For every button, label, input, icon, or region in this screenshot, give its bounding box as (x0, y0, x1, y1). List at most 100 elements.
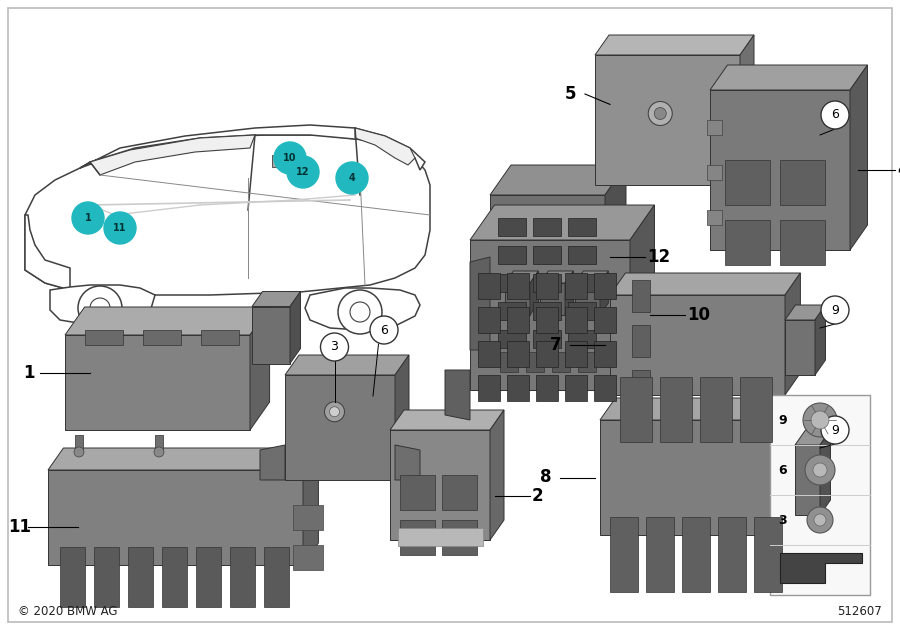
Bar (128, 547, 153, 607)
Polygon shape (610, 295, 785, 395)
Polygon shape (25, 135, 430, 295)
Bar (754, 517, 782, 592)
Bar (526, 352, 544, 372)
Bar (536, 273, 558, 299)
Circle shape (821, 416, 849, 444)
Bar (682, 517, 710, 592)
Bar (565, 375, 587, 401)
Polygon shape (595, 55, 740, 185)
Bar (632, 370, 650, 402)
Bar (60, 547, 85, 607)
Circle shape (320, 333, 348, 361)
Circle shape (287, 156, 319, 188)
Bar (498, 330, 526, 348)
Bar (594, 273, 616, 299)
Text: 9: 9 (778, 413, 787, 427)
Polygon shape (795, 430, 831, 445)
Bar (565, 273, 587, 299)
Polygon shape (630, 205, 654, 390)
Bar (718, 517, 746, 592)
Polygon shape (490, 165, 626, 195)
Bar (725, 220, 770, 265)
Text: 2: 2 (532, 487, 544, 505)
Circle shape (104, 212, 136, 244)
Polygon shape (740, 35, 754, 185)
Circle shape (78, 286, 122, 330)
Polygon shape (65, 335, 250, 430)
Circle shape (154, 447, 164, 457)
Polygon shape (25, 215, 70, 290)
Bar (568, 218, 596, 236)
Text: 12: 12 (647, 248, 670, 266)
Polygon shape (90, 135, 255, 175)
Polygon shape (390, 410, 504, 430)
Bar (293, 505, 323, 530)
Bar (230, 547, 255, 607)
Circle shape (338, 290, 382, 334)
Circle shape (370, 316, 398, 344)
Bar (610, 517, 638, 592)
Text: 4: 4 (897, 161, 900, 179)
Text: 9: 9 (831, 423, 839, 437)
Bar (578, 352, 596, 372)
Polygon shape (355, 128, 415, 165)
Polygon shape (470, 240, 630, 390)
Bar (398, 528, 483, 546)
Circle shape (811, 411, 829, 429)
Bar (87, 208, 99, 216)
Polygon shape (290, 292, 301, 364)
Polygon shape (600, 271, 608, 315)
Text: © 2020 BMW AG: © 2020 BMW AG (18, 605, 118, 618)
Bar (568, 274, 596, 292)
Polygon shape (540, 283, 565, 315)
Bar (533, 246, 561, 264)
Bar (498, 274, 526, 292)
Polygon shape (395, 355, 409, 480)
Circle shape (648, 101, 672, 125)
Bar (478, 307, 500, 333)
Polygon shape (785, 273, 800, 395)
Polygon shape (490, 410, 504, 540)
Circle shape (807, 507, 833, 533)
Polygon shape (540, 271, 573, 283)
Bar (201, 330, 239, 345)
Bar (565, 341, 587, 367)
Bar (507, 375, 529, 401)
Bar (500, 352, 518, 372)
Bar (272, 155, 290, 167)
Polygon shape (820, 430, 831, 515)
Circle shape (329, 407, 339, 417)
Bar (594, 307, 616, 333)
Bar (568, 330, 596, 348)
Text: 1: 1 (23, 364, 34, 382)
Polygon shape (795, 445, 820, 515)
Bar (632, 325, 650, 357)
Bar (594, 375, 616, 401)
Bar (94, 547, 119, 607)
Polygon shape (80, 125, 425, 170)
Polygon shape (707, 210, 722, 225)
Polygon shape (575, 271, 608, 283)
Bar (498, 218, 526, 236)
Bar (478, 341, 500, 367)
Text: 5: 5 (565, 85, 577, 103)
Text: 8: 8 (540, 469, 552, 486)
Bar (536, 375, 558, 401)
Polygon shape (707, 165, 722, 180)
Bar (725, 160, 770, 205)
Circle shape (805, 455, 835, 485)
Polygon shape (605, 165, 626, 350)
Circle shape (821, 296, 849, 324)
Bar (478, 273, 500, 299)
Bar (400, 475, 435, 510)
Bar (442, 475, 477, 510)
Bar (552, 352, 570, 372)
Polygon shape (600, 420, 795, 535)
Polygon shape (780, 553, 862, 583)
Bar (770, 395, 870, 595)
Polygon shape (470, 257, 490, 350)
Text: 11: 11 (113, 223, 127, 233)
Polygon shape (610, 273, 800, 295)
Polygon shape (850, 65, 868, 250)
Polygon shape (285, 375, 395, 480)
